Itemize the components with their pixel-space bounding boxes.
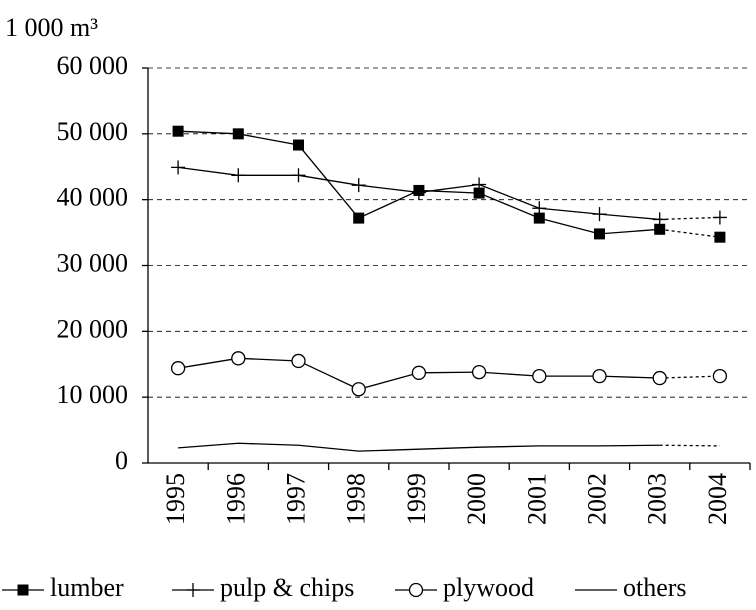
marker [654,223,666,235]
marker [712,210,727,225]
x-tick-label: 1998 [342,473,371,525]
legend-label: pulp & chips [220,573,354,602]
marker [652,212,667,227]
marker [592,368,607,384]
marker [291,168,306,183]
y-tick-label: 30 000 [57,248,129,277]
series-projection [659,375,720,379]
x-tick-label: 2001 [522,473,551,525]
marker [291,353,306,369]
y-axis-label: 1 000 m³ [5,13,98,42]
marker [408,582,424,598]
marker [411,185,426,200]
marker [473,187,485,199]
x-tick-label: 1996 [221,473,250,525]
legend-item: pulp & chips [172,573,354,602]
marker [17,584,29,596]
marker [533,212,545,224]
marker [532,201,547,216]
marker [472,177,487,192]
y-tick-label: 0 [115,446,128,475]
x-tick-label: 2000 [462,473,491,525]
x-tick-label: 1997 [281,473,310,525]
marker [232,128,244,140]
marker [532,368,547,384]
y-tick-label: 40 000 [57,183,129,212]
legend-label: lumber [50,573,124,602]
marker [471,364,487,380]
legend-item: plywood [395,573,534,602]
series-projection [659,444,720,447]
marker [411,365,427,380]
marker [652,370,667,386]
x-tick-label: 1999 [402,473,431,525]
legend-label: others [623,573,687,602]
series-projection [659,228,720,238]
marker [186,583,200,597]
y-tick-label: 10 000 [57,380,129,409]
marker [171,160,186,175]
x-tick-label: 1995 [161,473,190,525]
marker [293,139,304,151]
series-projection [659,216,720,221]
marker [351,382,366,397]
legend-item: lumber [2,573,124,602]
marker [231,168,246,183]
marker [592,207,607,222]
series-line [178,130,660,235]
x-tick-label: 2004 [703,473,732,525]
marker [353,212,365,224]
marker [172,125,184,137]
marker [231,351,246,366]
legend-item: others [575,573,687,602]
series-line [178,442,660,452]
y-tick-label: 50 000 [57,117,129,146]
x-tick-label: 2002 [582,473,611,525]
y-tick-label: 20 000 [57,314,129,343]
marker [170,361,186,376]
marker [712,368,728,384]
legend-label: plywood [443,573,534,602]
x-tick-label: 2003 [643,473,672,525]
marker [714,231,726,243]
marker [351,178,366,193]
marker [594,228,605,240]
y-tick-label: 60 000 [57,51,129,80]
